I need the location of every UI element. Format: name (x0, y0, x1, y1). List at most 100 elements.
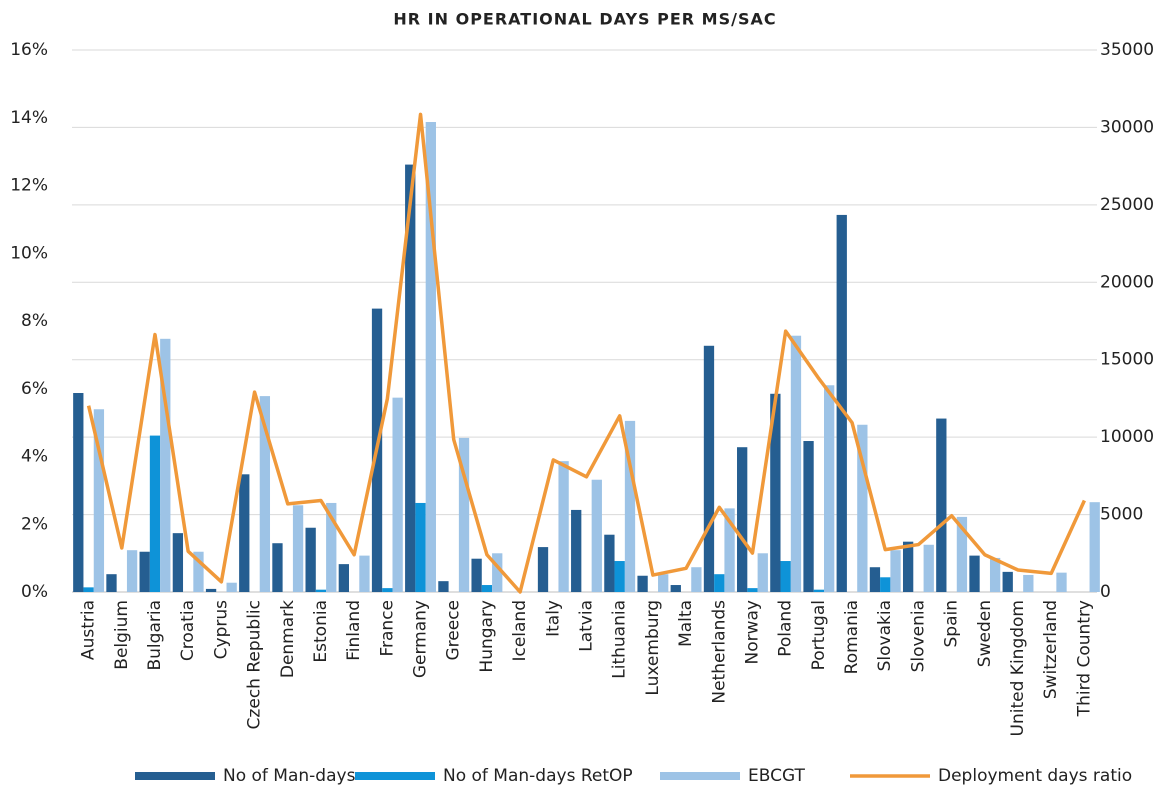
bar (747, 588, 758, 592)
bar (989, 557, 1001, 592)
x-tick-label: Estonia (311, 600, 331, 663)
bar (338, 564, 349, 592)
y2-tick-label: 30000 (1100, 117, 1154, 137)
bar (315, 589, 327, 592)
bar (836, 214, 847, 592)
y-tick-label: 6% (21, 379, 48, 399)
bar (149, 435, 161, 592)
bar (770, 393, 781, 592)
legend-swatch (135, 772, 215, 780)
bar (890, 550, 901, 592)
bar (382, 588, 393, 592)
bar (1056, 572, 1067, 592)
y-tick-label: 16% (10, 40, 48, 60)
bar (415, 502, 426, 592)
bar (1089, 502, 1100, 592)
x-tick-label: Latvia (577, 600, 597, 652)
bar (205, 588, 217, 592)
y2-tick-label: 0 (1100, 582, 1111, 602)
x-tick-label: Slovakia (875, 600, 895, 671)
chart-title: HR IN OPERATIONAL DAYS PER MS/SAC (393, 10, 776, 29)
bar (193, 551, 204, 592)
bar (658, 574, 669, 592)
y2-tick-label: 20000 (1100, 272, 1154, 292)
bar (790, 335, 802, 592)
bar (239, 474, 250, 592)
bar (757, 553, 768, 592)
bar (492, 553, 503, 592)
y-tick-label: 8% (21, 311, 48, 331)
bar (880, 577, 891, 592)
bar (969, 555, 980, 592)
x-tick-label: Switzerland (1041, 600, 1061, 699)
bar (259, 396, 271, 592)
bar (392, 397, 403, 592)
x-tick-label: Italy (543, 600, 563, 637)
bar (670, 585, 681, 592)
x-tick-label: Netherlands (709, 600, 729, 704)
x-tick-label: Norway (742, 600, 762, 665)
bar (703, 345, 715, 592)
y2-tick-label: 10000 (1100, 427, 1154, 447)
bar (624, 420, 636, 592)
x-tick-label: Denmark (278, 600, 298, 678)
x-tick-label: Iceland (510, 600, 530, 662)
bar (139, 551, 150, 592)
bar (438, 581, 449, 592)
x-tick-label: Malta (676, 600, 696, 647)
bar (604, 534, 615, 592)
bar (359, 555, 370, 592)
legend-swatch (660, 772, 740, 780)
bar (1002, 571, 1013, 592)
x-tick-label: Bulgaria (145, 600, 165, 671)
bar (83, 587, 94, 592)
bar (571, 509, 582, 592)
bar (481, 585, 493, 592)
x-tick-label: Czech Republic (245, 600, 265, 729)
bar (737, 447, 748, 592)
bar (936, 418, 947, 592)
x-tick-label: Sweden (975, 600, 995, 667)
x-tick-label: Belgium (112, 600, 132, 670)
y2-tick-label: 5000 (1100, 505, 1143, 525)
x-tick-label: Finland (344, 600, 364, 661)
legend-label: Deployment days ratio (938, 766, 1132, 786)
bar (458, 437, 470, 592)
bar (691, 567, 702, 592)
y2-tick-label: 15000 (1100, 350, 1154, 370)
y-tick-label: 4% (21, 447, 48, 467)
bar (93, 409, 105, 592)
legend-label: No of Man-days (223, 766, 356, 786)
x-tick-label: Lithuania (610, 600, 630, 679)
line (86, 112, 1086, 594)
x-tick-label: Croatia (178, 600, 198, 661)
x-tick-label: Spain (942, 600, 962, 648)
bar (824, 385, 835, 592)
y-tick-label: 14% (10, 108, 48, 128)
x-tick-label: Austria (79, 600, 99, 660)
bar (591, 479, 602, 592)
x-tick-label: Slovenia (908, 600, 928, 672)
x-tick-label: Germany (411, 600, 431, 678)
bar (857, 424, 868, 592)
bar (724, 508, 735, 592)
bar (425, 122, 436, 592)
bar (902, 541, 914, 592)
bar (326, 502, 337, 592)
x-tick-label: Cyprus (211, 600, 231, 659)
bar (780, 561, 791, 592)
y2-tick-label: 25000 (1100, 195, 1154, 215)
bar (292, 505, 304, 592)
x-tick-label: Hungary (477, 600, 497, 673)
bar (1023, 574, 1034, 592)
bar (172, 533, 184, 592)
bar (813, 589, 825, 592)
y-tick-label: 2% (21, 514, 48, 534)
bar (73, 393, 84, 592)
bar (614, 561, 625, 592)
bar (226, 582, 237, 592)
bar (471, 558, 482, 592)
x-tick-label: France (377, 600, 397, 657)
bar (305, 527, 316, 592)
